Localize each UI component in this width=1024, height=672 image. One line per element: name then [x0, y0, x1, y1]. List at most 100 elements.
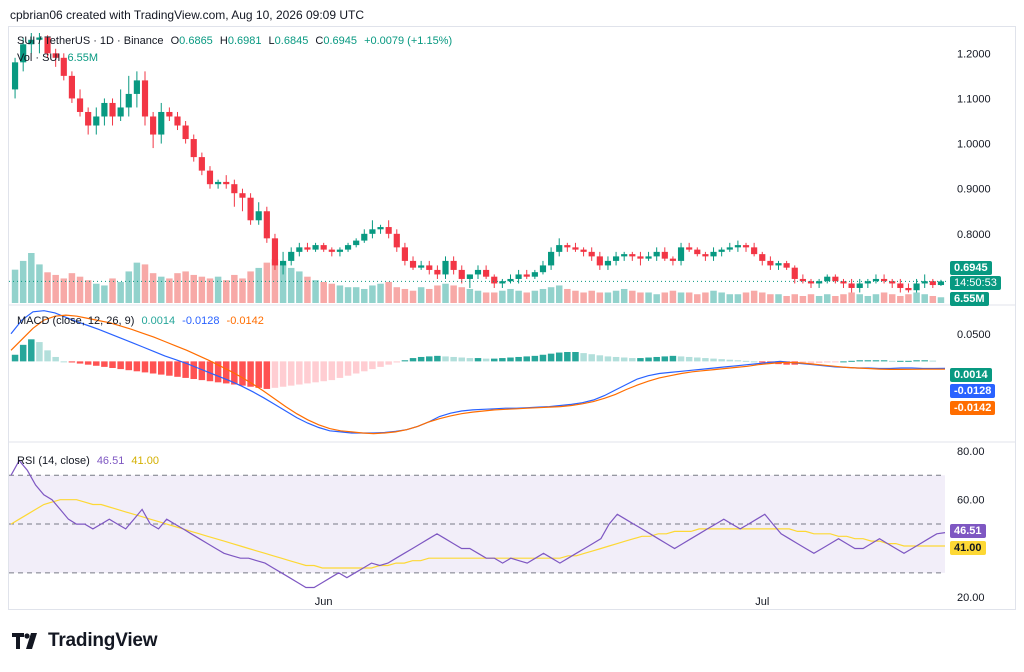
candle-body	[385, 227, 392, 234]
candle-body	[751, 247, 758, 255]
volume-bar	[726, 294, 734, 303]
macd-hist-bar	[287, 361, 295, 386]
candle-body	[669, 258, 677, 261]
candle-body	[767, 260, 774, 266]
volume-bar	[564, 288, 571, 303]
candle-body	[369, 229, 376, 234]
volume-bar	[304, 276, 311, 303]
macd-tick-label: 0.0500	[957, 329, 991, 341]
candle-body	[206, 170, 214, 185]
volume-bar	[775, 294, 782, 303]
macd-hist-bar	[515, 356, 522, 362]
macd-hist-bar	[328, 361, 336, 381]
volume-bar	[718, 292, 725, 303]
macd-title[interactable]: MACD (close, 12, 26, 9)	[17, 315, 135, 327]
candle-body	[775, 263, 782, 266]
macd-hist-bar	[401, 360, 409, 362]
volume-bar	[734, 294, 742, 303]
candle-body	[474, 269, 482, 275]
grid-layer	[9, 304, 1015, 443]
volume-bar	[361, 288, 368, 303]
macd-hist-bar	[815, 361, 823, 364]
candle-body	[832, 276, 839, 282]
candle-body	[361, 233, 368, 241]
volume-bar	[84, 280, 92, 303]
price-tick-label: 1.0000	[957, 139, 991, 151]
macd-signal-line	[10, 314, 945, 435]
macd-hist-bar	[637, 358, 644, 362]
candle-body	[913, 283, 920, 291]
volume-bar	[653, 294, 660, 303]
price-tick-label: 1.1000	[957, 93, 991, 105]
volume-bar	[669, 290, 677, 303]
tradingview-logo[interactable]: TradingView	[12, 630, 158, 652]
chart-frame[interactable]: 1.2000 1.1000 1.0000 0.9000 0.8000 0.0500 80.0…	[8, 26, 1016, 610]
volume-bar	[344, 287, 352, 303]
candle-body	[418, 265, 425, 268]
candle-body	[653, 251, 660, 257]
candle-body	[344, 245, 352, 250]
volume-bar	[507, 288, 514, 303]
volume-bar	[742, 292, 750, 303]
macd-hist-bar	[101, 361, 108, 367]
macd-hist-bar	[442, 356, 449, 362]
candle-body	[336, 249, 344, 252]
candle-body	[101, 102, 108, 117]
candle-body	[921, 281, 928, 284]
volume-bar	[287, 267, 295, 303]
macd-hist-bar	[710, 358, 717, 362]
close-label: C	[315, 35, 324, 47]
rsi-value: 46.51	[96, 455, 125, 467]
volume-bar	[393, 287, 401, 303]
candle-body	[117, 107, 124, 117]
volume-bar	[377, 283, 384, 303]
volume-bar	[458, 287, 466, 303]
volume-bar	[36, 264, 43, 303]
volume-bar	[783, 295, 790, 303]
macd-hist-bar	[263, 361, 271, 389]
candle-body	[434, 269, 441, 275]
macd-hist-bar	[76, 361, 84, 364]
candle-body	[442, 260, 449, 275]
candle-body	[93, 116, 100, 126]
volume-bar	[296, 271, 303, 303]
volume-bar	[913, 292, 920, 303]
macd-hist-bar	[434, 355, 441, 362]
high-value: 0.6981	[227, 35, 262, 47]
volume-bar	[872, 294, 880, 303]
candle-body	[20, 44, 27, 63]
brand-name: TradingView	[48, 630, 158, 651]
macd-hist-bar	[369, 361, 376, 370]
volume-bar	[401, 288, 409, 303]
macd-hist-bar	[555, 352, 563, 362]
candle-body	[393, 233, 400, 248]
countdown-tag: 14:50:53	[950, 276, 1001, 290]
rsi-title[interactable]: RSI (14, close)	[17, 455, 90, 467]
symbol-title[interactable]: SUI / TetherUS · 1D · Binance	[17, 35, 164, 47]
candle-body	[742, 245, 750, 248]
volume-title[interactable]: Vol · SUI	[17, 52, 61, 64]
macd-hist-bar	[848, 360, 855, 362]
volume-bar	[637, 292, 644, 303]
volume-bar	[312, 280, 319, 303]
candle-body	[328, 249, 335, 252]
candle-body	[596, 256, 603, 266]
candle-body	[28, 39, 35, 45]
candle-body	[564, 245, 571, 248]
volume-bar	[612, 290, 620, 303]
rsi-tick-label: 20.00	[957, 592, 985, 604]
chart-canvas[interactable]: 1.2000 1.1000 1.0000 0.9000 0.8000 0.0500 80.0…	[9, 27, 1015, 609]
candle-body	[702, 254, 709, 257]
macd-hist-bar	[222, 361, 230, 384]
volume-bar	[620, 288, 628, 303]
candle-body	[312, 245, 319, 250]
volume-bar	[417, 287, 425, 303]
candle-body	[718, 249, 725, 252]
macd-hist-bar	[523, 356, 530, 362]
x-tick-label: Jul	[755, 596, 769, 608]
candle-body	[198, 157, 205, 171]
candle-body	[523, 274, 530, 277]
candle-body	[872, 278, 880, 282]
macd-hist-bar	[417, 356, 425, 362]
macd-hist-bar	[482, 358, 490, 362]
